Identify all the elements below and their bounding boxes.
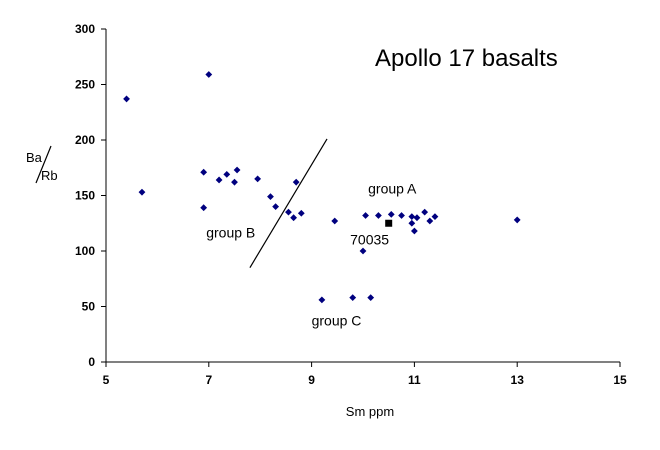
highlight-point-70035 bbox=[385, 219, 393, 227]
x-tick-label: 11 bbox=[408, 373, 421, 387]
y-tick-label: 100 bbox=[75, 244, 95, 258]
data-point bbox=[231, 178, 238, 186]
y-tick-label: 150 bbox=[75, 189, 95, 203]
x-tick-label: 15 bbox=[613, 373, 627, 387]
data-point bbox=[411, 227, 418, 235]
data-point bbox=[200, 168, 208, 176]
data-point bbox=[267, 193, 274, 201]
data-point bbox=[290, 214, 298, 222]
data-point bbox=[387, 210, 395, 218]
data-point bbox=[421, 208, 429, 216]
data-point bbox=[254, 175, 262, 183]
annotation-label: group B bbox=[206, 225, 255, 241]
annotation-label: 70035 bbox=[350, 231, 389, 247]
data-point bbox=[123, 95, 130, 103]
data-point bbox=[431, 213, 439, 220]
y-tick-label: 250 bbox=[75, 78, 95, 92]
data-point bbox=[200, 204, 208, 212]
data-point bbox=[205, 71, 213, 78]
y-axis-title-slash bbox=[35, 145, 52, 184]
data-point bbox=[223, 171, 231, 178]
data-point bbox=[272, 203, 280, 210]
data-point bbox=[233, 166, 241, 174]
data-point bbox=[375, 212, 382, 219]
y-axis: 0 50 100 150 200 250 300 bbox=[75, 22, 107, 369]
dividing-line-segment bbox=[249, 138, 328, 268]
data-point bbox=[426, 217, 434, 225]
chart-title: Apollo 17 basalts bbox=[375, 45, 558, 72]
data-point bbox=[513, 216, 521, 224]
dividing-line bbox=[249, 138, 328, 268]
y-tick-label: 200 bbox=[75, 133, 95, 147]
annotations: group A group B group C 70035 bbox=[206, 180, 417, 328]
data-point bbox=[362, 212, 369, 219]
data-point bbox=[408, 213, 416, 220]
data-points bbox=[123, 71, 521, 304]
data-point bbox=[349, 294, 357, 302]
x-axis-title: Sm ppm bbox=[346, 404, 394, 419]
data-point bbox=[285, 208, 292, 216]
y-tick-label: 50 bbox=[82, 300, 96, 314]
data-point bbox=[215, 176, 223, 184]
y-tick-label: 300 bbox=[75, 22, 95, 36]
annotation-label: group C bbox=[312, 312, 362, 328]
data-point bbox=[292, 178, 300, 186]
y-tick-label: 0 bbox=[88, 355, 95, 369]
x-axis: 5 7 9 11 13 15 bbox=[103, 361, 627, 387]
data-point bbox=[138, 188, 146, 196]
data-point bbox=[331, 217, 339, 225]
data-point bbox=[367, 294, 375, 302]
x-tick-label: 9 bbox=[308, 373, 315, 387]
data-point bbox=[408, 219, 416, 227]
data-point bbox=[398, 212, 405, 219]
y-axis-title-numerator: Ba bbox=[26, 150, 43, 165]
y-axis-title: Ba Rb bbox=[26, 145, 58, 184]
data-point bbox=[318, 296, 326, 304]
x-tick-label: 7 bbox=[205, 373, 212, 387]
x-tick-label: 5 bbox=[103, 373, 110, 387]
annotation-label: group A bbox=[368, 180, 417, 196]
y-axis-title-denominator: Rb bbox=[41, 168, 58, 183]
x-tick-label: 13 bbox=[511, 373, 525, 387]
data-point bbox=[413, 214, 421, 222]
data-point bbox=[297, 209, 305, 217]
data-point bbox=[359, 247, 367, 255]
